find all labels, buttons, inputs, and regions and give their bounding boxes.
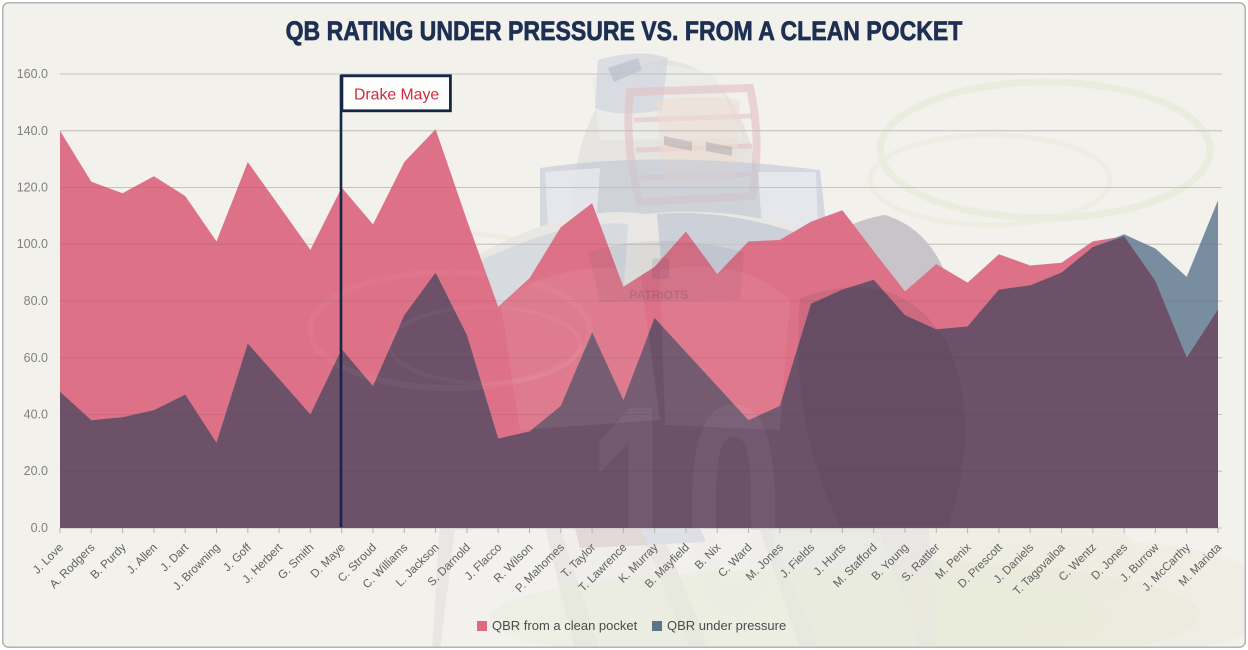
svg-text:60.0: 60.0: [24, 351, 48, 365]
svg-text:140.0: 140.0: [17, 124, 48, 138]
svg-text:80.0: 80.0: [24, 294, 48, 308]
svg-text:Drake Maye: Drake Maye: [354, 87, 439, 104]
svg-text:100.0: 100.0: [17, 237, 48, 251]
svg-text:10: 10: [588, 342, 783, 650]
svg-text:QBR under pressure: QBR under pressure: [667, 618, 786, 633]
svg-text:40.0: 40.0: [24, 408, 48, 422]
svg-text:QBR from a clean pocket: QBR from a clean pocket: [492, 618, 638, 633]
svg-text:PATRIOTS: PATRIOTS: [630, 288, 689, 302]
svg-text:160.0: 160.0: [17, 67, 48, 81]
svg-text:0.0: 0.0: [31, 521, 48, 535]
svg-text:120.0: 120.0: [17, 181, 48, 195]
svg-text:20.0: 20.0: [24, 464, 48, 478]
